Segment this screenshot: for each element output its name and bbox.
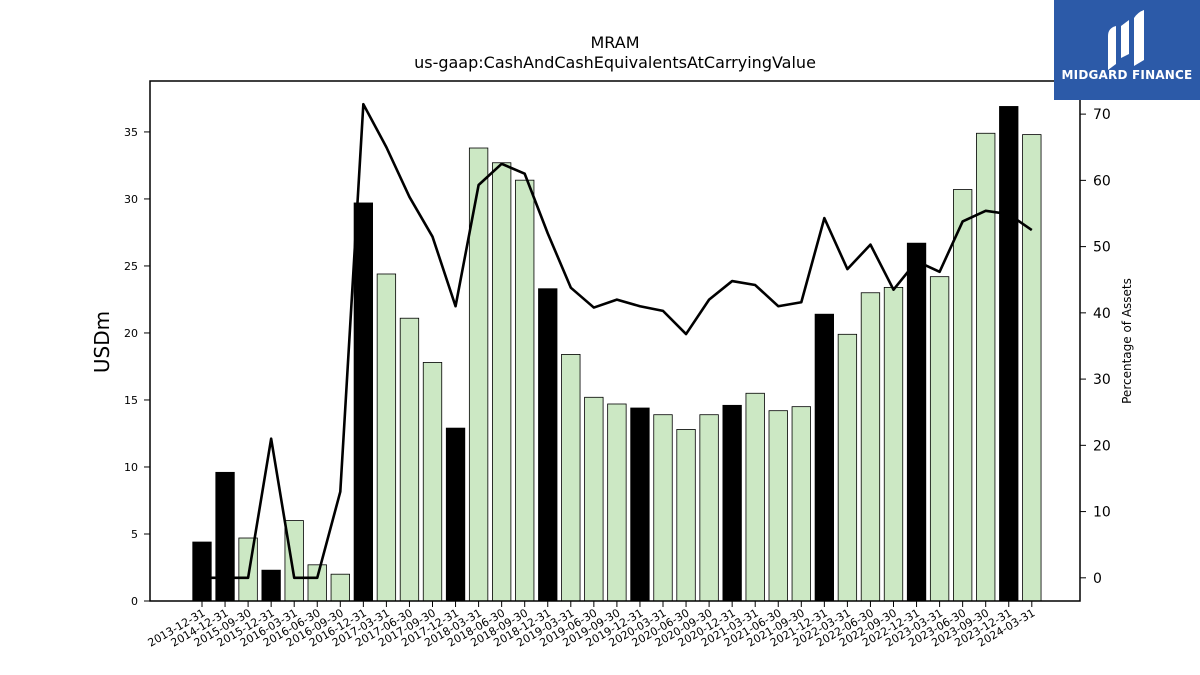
y2-axis-label: Percentage of Assets — [1120, 278, 1134, 404]
y-tick-label: 15 — [124, 394, 138, 407]
bar-2014-12-31 — [215, 471, 235, 602]
bar-2019-09-30 — [607, 403, 627, 602]
chart-subtitle: us-gaap:CashAndCashEquivalentsAtCarrying… — [414, 53, 816, 72]
y-tick-label: 20 — [124, 327, 138, 340]
bar-2018-12-31 — [538, 288, 558, 602]
bar-2021-03-31 — [745, 392, 765, 602]
bar-2021-06-30 — [768, 410, 788, 602]
bar-2019-12-31 — [630, 407, 650, 602]
bar-2023-12-31 — [999, 106, 1019, 602]
bar-2017-09-30 — [422, 362, 443, 602]
x-axis: 2013-12-312014-12-312015-09-302015-12-31… — [146, 601, 1037, 650]
bar-2016-09-30 — [330, 573, 350, 602]
y2-tick-label: 70 — [1093, 107, 1111, 123]
left-axis: 0 5 10 15 20 25 30 35 — [124, 126, 150, 608]
bar-2020-06-30 — [676, 429, 696, 602]
midgard-logo-icon — [1108, 10, 1144, 70]
bar-2021-12-31 — [814, 313, 834, 602]
bar-2016-12-31 — [353, 202, 374, 602]
bar-2015-09-30 — [238, 537, 258, 602]
y2-tick-label: 50 — [1093, 240, 1111, 256]
bar-2021-09-30 — [791, 406, 811, 602]
bar-2023-03-31 — [929, 276, 950, 602]
bar-2020-12-31 — [722, 404, 742, 602]
brand-logo: MIDGARD FINANCE — [1054, 0, 1200, 100]
y-tick-label: 10 — [124, 461, 138, 474]
y-tick-label: 5 — [131, 528, 138, 541]
y2-tick-label: 20 — [1093, 438, 1111, 454]
y2-tick-label: 60 — [1093, 173, 1111, 189]
y2-tick-label: 40 — [1093, 306, 1111, 322]
chart-title: MRAM — [590, 33, 639, 52]
bar-2022-06-30 — [860, 292, 881, 602]
bar-2022-09-30 — [883, 286, 904, 602]
bar-2017-06-30 — [399, 317, 420, 602]
bar-2023-06-30 — [953, 189, 973, 602]
bars — [192, 106, 1042, 602]
bar-2016-06-30 — [307, 564, 327, 602]
y2-tick-label: 0 — [1093, 571, 1102, 587]
bar-2020-09-30 — [699, 414, 719, 602]
y-tick-label: 35 — [124, 126, 138, 139]
bar-2018-06-30 — [491, 162, 512, 602]
bar-2013-12-31 — [192, 541, 212, 602]
y-tick-label: 30 — [124, 193, 138, 206]
bar-2022-03-31 — [837, 333, 858, 602]
bar-2017-12-31 — [445, 427, 466, 602]
y-tick-label: 25 — [124, 260, 138, 273]
y2-tick-label: 10 — [1093, 505, 1111, 521]
bar-2015-12-31 — [261, 569, 281, 602]
bar-2023-09-30 — [976, 132, 996, 602]
y-axis-label: USDm — [90, 311, 114, 373]
y2-tick-label: 30 — [1093, 372, 1111, 388]
line-series — [201, 102, 1033, 580]
plot-frame — [149, 80, 1081, 602]
bar-2018-09-30 — [515, 179, 535, 602]
right-axis: 0 10 20 30 40 50 60 70 — [1080, 107, 1111, 587]
bar-2019-03-31 — [561, 354, 581, 602]
bar-2017-03-31 — [376, 273, 397, 602]
logo-text: MIDGARD FINANCE — [1061, 68, 1193, 82]
bar-2019-06-30 — [584, 396, 604, 602]
bar-2024-03-31 — [1022, 134, 1042, 602]
y-tick-label: 0 — [131, 595, 138, 608]
bar-2020-03-31 — [653, 414, 673, 602]
bar-2022-12-31 — [906, 242, 927, 602]
